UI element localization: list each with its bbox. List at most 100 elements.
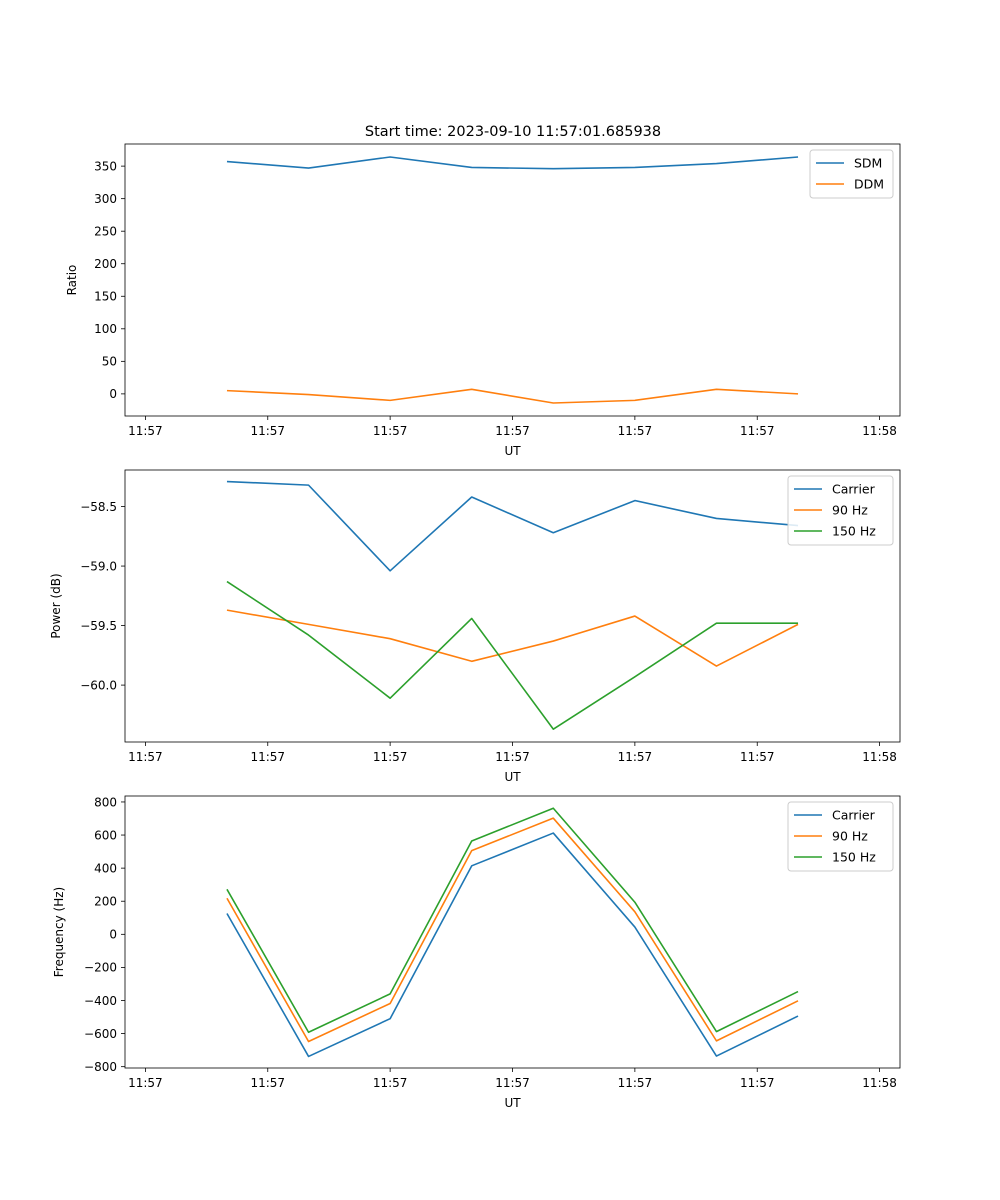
x-tick-label: 11:57 xyxy=(740,424,775,438)
power-panel: 11:57 11:57 11:57 11:57 11:57 11:57 11:58 −60.0… xyxy=(49,469,901,784)
legend-label: 90 Hz xyxy=(832,502,868,517)
x-axis-label: UT xyxy=(504,1096,521,1110)
data-point xyxy=(797,622,799,624)
data-point xyxy=(797,1015,799,1017)
data-point xyxy=(389,400,391,402)
x-tick-label: 11:57 xyxy=(373,424,408,438)
legend: Carrier 90 Hz 150 Hz xyxy=(787,475,894,546)
series-line-150-hz xyxy=(226,807,799,1034)
data-point xyxy=(226,609,228,611)
legend-label: SDM xyxy=(854,155,882,170)
y-tick-label: 150 xyxy=(94,290,117,304)
axes-frame xyxy=(124,469,901,743)
data-point xyxy=(552,817,554,819)
y-tick-label: 800 xyxy=(94,795,117,809)
x-tick-label: 11:57 xyxy=(373,1076,408,1090)
data-point xyxy=(226,913,228,915)
chart-title: Start time: 2023-09-10 11:57:01.685938 xyxy=(365,124,661,140)
x-tick-label: 11:57 xyxy=(495,1076,530,1090)
x-tick-label: 11:57 xyxy=(250,750,285,764)
data-point xyxy=(797,991,799,993)
data-point xyxy=(389,1003,391,1005)
legend-label: 150 Hz xyxy=(832,523,876,538)
x-tick-label: 11:57 xyxy=(128,424,163,438)
axes-frame xyxy=(124,143,901,417)
legend: SDM DDM xyxy=(809,149,894,199)
x-tick-label: 11:57 xyxy=(495,750,530,764)
data-point xyxy=(797,1000,799,1002)
series-line-90-hz xyxy=(226,609,799,667)
y-tick-label: −400 xyxy=(84,994,117,1008)
data-point xyxy=(552,640,554,642)
data-point xyxy=(308,484,310,486)
y-tick-label: −200 xyxy=(84,961,117,975)
legend-box xyxy=(809,149,894,199)
y-tick-label: 600 xyxy=(94,828,117,842)
x-tick-label: 11:57 xyxy=(740,1076,775,1090)
y-tick-label: 250 xyxy=(94,224,117,238)
data-point xyxy=(634,926,636,928)
y-tick-label: 100 xyxy=(94,322,117,336)
x-tick-label: 11:57 xyxy=(128,750,163,764)
data-point xyxy=(471,167,473,169)
x-tick-label: 11:58 xyxy=(862,750,897,764)
data-point xyxy=(471,865,473,867)
frequency-panel: 11:57 11:57 11:57 11:57 11:57 11:57 11:58 −800 −… xyxy=(52,795,901,1110)
data-point xyxy=(716,1031,718,1033)
data-point xyxy=(471,389,473,391)
x-axis-label: UT xyxy=(504,444,521,458)
y-tick-label: 0 xyxy=(109,387,117,401)
x-tick-label: 11:58 xyxy=(862,424,897,438)
data-point xyxy=(552,728,554,730)
y-tick-label: 0 xyxy=(109,928,117,942)
data-point xyxy=(308,394,310,396)
y-tick-label: −600 xyxy=(84,1027,117,1041)
data-point xyxy=(634,615,636,617)
data-point xyxy=(389,1018,391,1020)
data-point xyxy=(308,1056,310,1058)
x-tick-label: 11:57 xyxy=(373,750,408,764)
x-tick-label: 11:57 xyxy=(128,1076,163,1090)
data-point xyxy=(716,622,718,624)
data-point xyxy=(226,161,228,163)
data-point xyxy=(389,638,391,640)
y-tick-label: 200 xyxy=(94,895,117,909)
data-point xyxy=(552,402,554,404)
y-tick-label: 350 xyxy=(94,159,117,173)
x-tick-label: 11:58 xyxy=(862,1076,897,1090)
legend-label: 150 Hz xyxy=(832,849,876,864)
data-point xyxy=(471,660,473,662)
y-axis-label: Frequency (Hz) xyxy=(52,887,66,978)
x-tick-label: 11:57 xyxy=(618,750,653,764)
data-point xyxy=(797,156,799,158)
data-point xyxy=(226,581,228,583)
data-point xyxy=(552,168,554,170)
data-point xyxy=(552,807,554,809)
data-point xyxy=(471,850,473,852)
y-tick-label: −59.5 xyxy=(80,619,117,633)
data-point xyxy=(552,832,554,834)
data-point xyxy=(552,532,554,534)
y-tick-label: 400 xyxy=(94,861,117,875)
series-line-90-hz xyxy=(226,817,799,1043)
data-point xyxy=(308,1031,310,1033)
y-axis-label: Ratio xyxy=(65,265,79,296)
data-point xyxy=(389,697,391,699)
legend-label: DDM xyxy=(854,176,884,191)
data-point xyxy=(308,1041,310,1043)
data-point xyxy=(797,393,799,395)
x-tick-label: 11:57 xyxy=(250,424,285,438)
data-point xyxy=(226,390,228,392)
series-line-150-hz xyxy=(226,580,799,730)
data-point xyxy=(716,665,718,667)
series-line-sdm xyxy=(226,156,799,170)
ratio-panel: 11:57 11:57 11:57 11:57 11:57 11:57 11:58 0 50 10… xyxy=(65,143,901,458)
x-tick-label: 11:57 xyxy=(250,1076,285,1090)
data-point xyxy=(226,481,228,483)
y-tick-label: −800 xyxy=(84,1060,117,1074)
y-tick-label: −59.0 xyxy=(80,559,117,573)
data-point xyxy=(634,676,636,678)
series-line-ddm xyxy=(226,388,799,404)
y-axis-label: Power (dB) xyxy=(49,573,63,638)
